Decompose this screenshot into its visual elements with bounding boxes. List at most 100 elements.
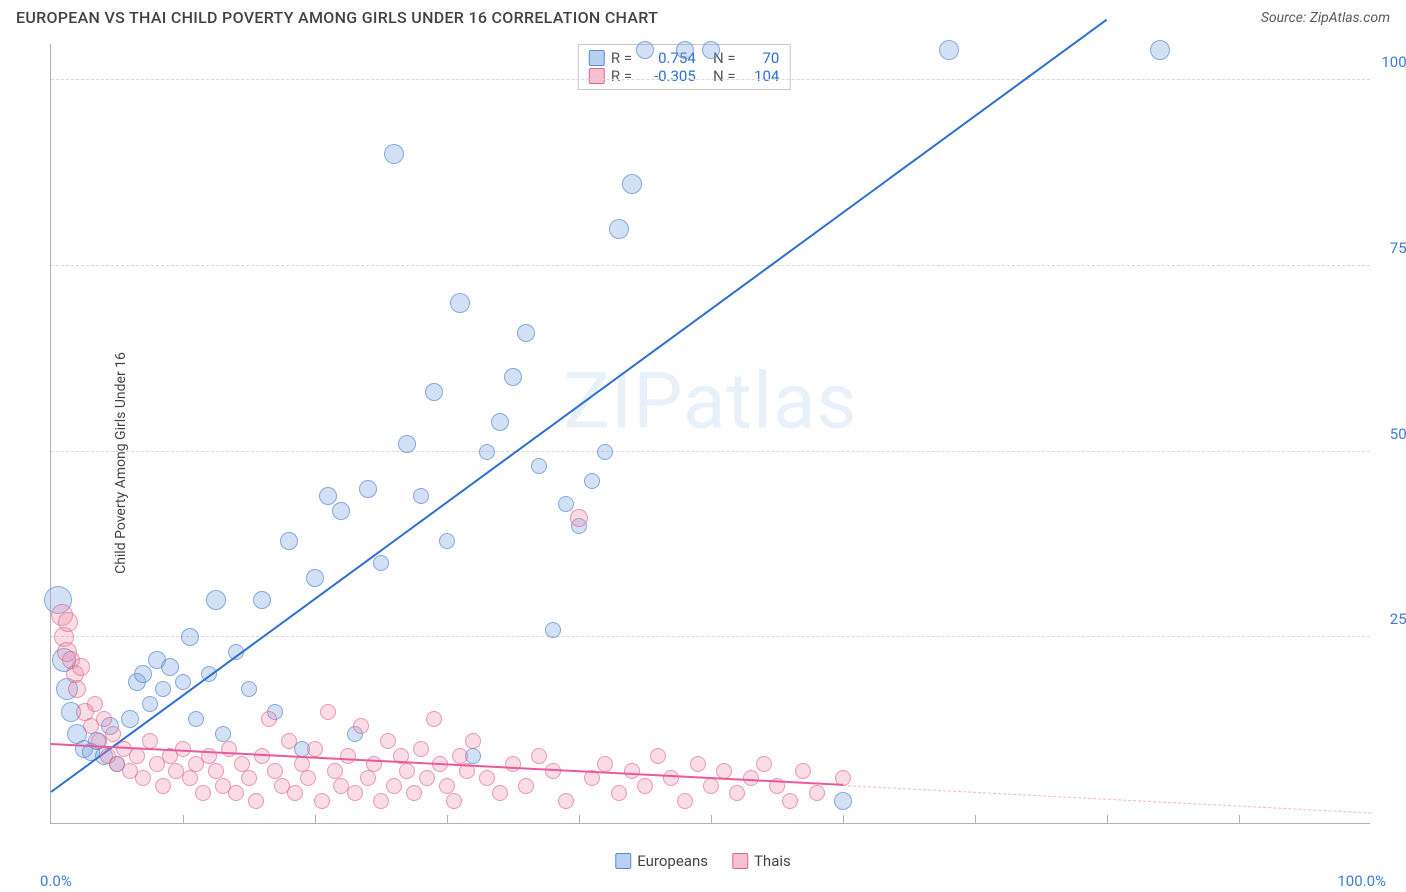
data-point [729, 785, 745, 801]
data-point [398, 435, 416, 453]
gridline [51, 265, 1370, 266]
data-point [234, 756, 250, 772]
data-point [319, 487, 337, 505]
data-point [332, 502, 350, 520]
data-point [155, 778, 171, 794]
data-point [340, 748, 356, 764]
data-point [208, 763, 224, 779]
data-point [182, 770, 198, 786]
legend-item: Europeans [615, 852, 708, 870]
legend-n-value: 70 [745, 49, 779, 67]
data-point [650, 748, 666, 764]
data-point [261, 711, 277, 727]
watermark: ZIPatlas [563, 357, 857, 448]
data-point [267, 763, 283, 779]
data-point [756, 756, 772, 772]
data-point [425, 383, 443, 401]
data-point [479, 444, 495, 460]
data-point [611, 785, 627, 801]
data-point [518, 778, 534, 794]
data-point [96, 711, 112, 727]
x-minor-tick [1107, 815, 1108, 823]
data-point [72, 658, 90, 676]
data-point [281, 733, 297, 749]
data-point [426, 711, 442, 727]
x-minor-tick [711, 815, 712, 823]
data-point [413, 741, 429, 757]
x-minor-tick [183, 815, 184, 823]
data-point [135, 770, 151, 786]
data-point [1150, 40, 1170, 60]
data-point [353, 718, 369, 734]
data-point [491, 413, 509, 431]
chart-container: Child Poverty Among Girls Under 16 ZIPat… [0, 34, 1406, 892]
data-point [327, 763, 343, 779]
data-point [241, 681, 257, 697]
data-point [465, 733, 481, 749]
y-tick-label: 100.0% [1375, 53, 1406, 71]
data-point [492, 785, 508, 801]
legend-row: R = -0.305 N = 104 [589, 67, 779, 85]
data-point [384, 144, 404, 164]
series-legend: Europeans Thais [615, 852, 791, 870]
data-point [320, 704, 336, 720]
data-point [517, 324, 535, 342]
data-point [531, 458, 547, 474]
data-point [622, 174, 642, 194]
data-point [597, 756, 613, 772]
regression-line [50, 19, 1107, 793]
data-point [676, 41, 694, 59]
data-point [87, 696, 103, 712]
data-point [504, 368, 522, 386]
data-point [347, 785, 363, 801]
data-point [386, 778, 402, 794]
data-point [280, 532, 298, 550]
data-point [155, 681, 171, 697]
data-point [215, 726, 231, 742]
data-point [419, 770, 435, 786]
legend-n-label: N = [702, 67, 740, 85]
data-point [406, 785, 422, 801]
data-point [637, 778, 653, 794]
legend-r-label: R = [611, 67, 636, 85]
y-tick-label: 25.0% [1375, 610, 1406, 628]
legend-swatch [589, 50, 605, 66]
data-point [782, 793, 798, 809]
source-label: Source: ZipAtlas.com [1261, 10, 1390, 26]
data-point [702, 41, 720, 59]
data-point [287, 785, 303, 801]
data-point [373, 793, 389, 809]
chart-title: EUROPEAN VS THAI CHILD POVERTY AMONG GIR… [16, 8, 658, 27]
data-point [399, 763, 415, 779]
x-minor-tick [315, 815, 316, 823]
data-point [380, 733, 396, 749]
data-point [624, 763, 640, 779]
plot-area: ZIPatlas R = 0.754 N = 70R = -0.305 N = … [50, 44, 1370, 824]
data-point [558, 793, 574, 809]
data-point [439, 533, 455, 549]
data-point [413, 488, 429, 504]
data-point [58, 612, 78, 632]
data-point [834, 792, 852, 810]
legend-item: Thais [732, 852, 791, 870]
legend-swatch [732, 853, 748, 869]
data-point [105, 726, 121, 742]
data-point [452, 748, 468, 764]
data-point [663, 770, 679, 786]
data-point [809, 785, 825, 801]
legend-label: Europeans [637, 852, 708, 870]
legend-r-value: -0.305 [642, 67, 696, 85]
data-point [228, 785, 244, 801]
data-point [677, 793, 693, 809]
x-minor-tick [843, 815, 844, 823]
data-point [129, 748, 145, 764]
data-point [161, 658, 179, 676]
data-point [531, 748, 547, 764]
data-point [195, 785, 211, 801]
data-point [181, 628, 199, 646]
data-point [584, 473, 600, 489]
gridline [51, 636, 1370, 637]
gridline [51, 79, 1370, 80]
regression-line-extrapolated [843, 785, 1371, 813]
y-tick-label: 50.0% [1375, 425, 1406, 443]
